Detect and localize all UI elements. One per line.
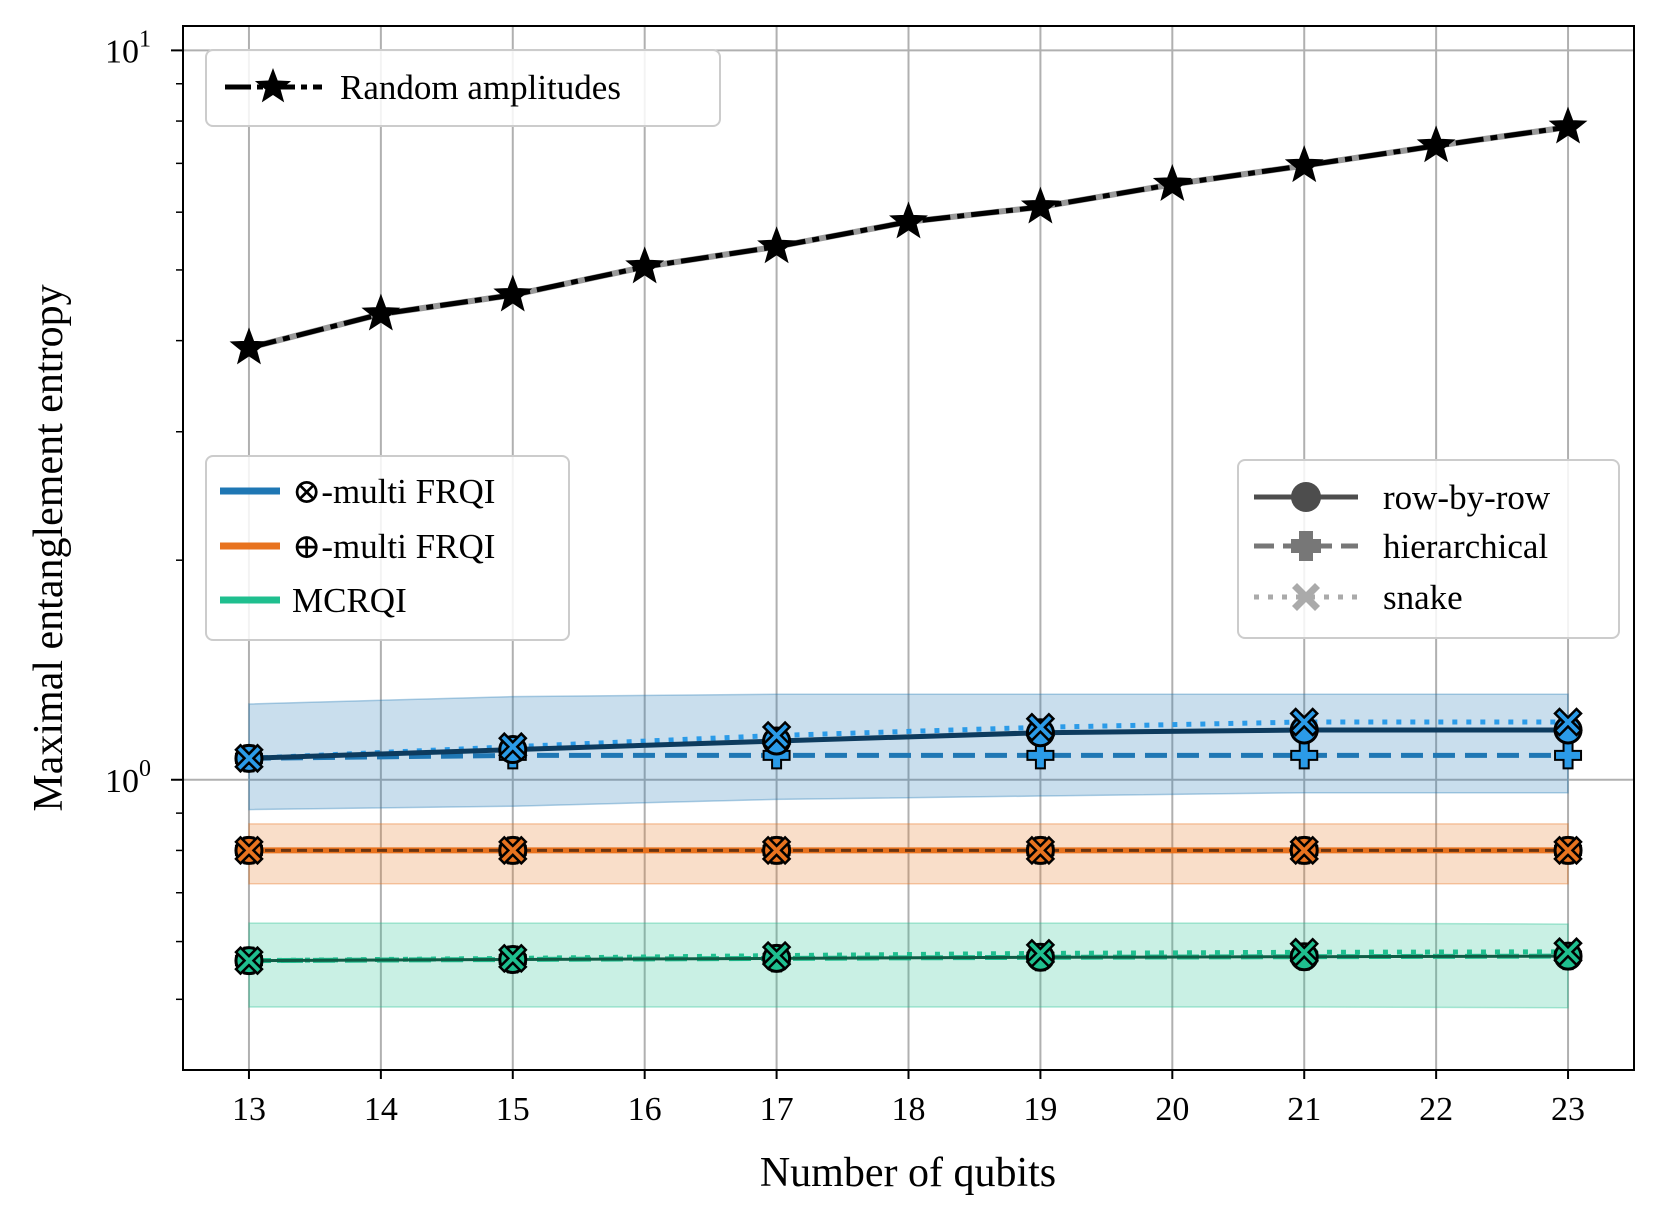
oplus-frqi-x-marker: [761, 835, 792, 866]
x-tick-label-16: 16: [628, 1091, 662, 1128]
mcrqi-x-marker: [498, 943, 528, 974]
oplus-frqi-x-marker: [1289, 835, 1319, 866]
legend-row-by-row-label: row-by-row: [1383, 478, 1551, 517]
random-star-marker: [1284, 145, 1324, 183]
random-star-marker: [229, 327, 269, 365]
confidence-bands: [248, 693, 1569, 1009]
legend-oplus-frqi-label: ⊕-multi FRQI: [292, 527, 495, 566]
otimes-frqi-x-marker: [234, 743, 264, 774]
legend-random-label: Random amplitudes: [340, 68, 621, 107]
legend-orderings: row-by-row hierarchical snake: [1237, 459, 1620, 639]
x-tick-label-15: 15: [496, 1091, 530, 1128]
random-star-marker: [757, 226, 797, 264]
x-tick-label-19: 19: [1023, 1091, 1057, 1128]
series-markers: [229, 106, 1588, 976]
random-star-marker: [1020, 186, 1060, 224]
x-tick-label-22: 22: [1419, 1091, 1453, 1128]
random-star-marker: [1416, 125, 1456, 163]
legend-methods-frame: [205, 455, 570, 641]
legend-otimes-frqi-label: ⊗-multi FRQI: [292, 472, 495, 511]
legend-random: Random amplitudes: [205, 49, 721, 127]
mcrqi-x-marker: [1289, 937, 1319, 968]
otimes-frqi-plus-marker: [1290, 741, 1319, 770]
random-star-marker: [493, 274, 533, 312]
random-line: [248, 124, 1569, 351]
legend-snake-label: snake: [1383, 578, 1463, 617]
legend-row-by-row-circle-icon: [1291, 482, 1321, 512]
otimes-frqi-snake-line: [248, 719, 1568, 761]
random-star-marker: [1548, 106, 1588, 144]
mcrqi-x-marker: [761, 940, 792, 971]
x-tick-label-21: 21: [1287, 1091, 1321, 1128]
legend-hierarchical-plus-icon: [1291, 531, 1321, 561]
x-tick-label-13: 13: [232, 1091, 266, 1128]
x-tick-label-17: 17: [760, 1091, 794, 1128]
y-axis-ticks: 100 101: [105, 26, 183, 1001]
oplus-frqi-x-marker: [498, 835, 528, 866]
legend-methods: ⊗-multi FRQI ⊕-multi FRQI MCRQI: [205, 455, 570, 641]
x-tick-label-14: 14: [364, 1091, 398, 1128]
y-tick-label-1: 101: [105, 26, 151, 70]
legend-random-frame: [205, 49, 721, 127]
legend-snake-x-icon: [1292, 583, 1320, 611]
oplus-frqi-x-marker: [1553, 835, 1583, 866]
mcrqi-x-marker: [234, 945, 264, 976]
x-axis-ticks: 13 14 15 16 17 18 19 20 21 22 23: [232, 1070, 1585, 1128]
oplus-frqi-x-marker: [234, 835, 264, 866]
otimes-frqi-hierarchical-line: [248, 752, 1568, 761]
otimes-frqi-plus-marker: [1026, 741, 1055, 770]
random-star-marker: [625, 246, 665, 284]
mcrqi-snake-line: [248, 949, 1569, 964]
legend-random-star-icon: [254, 68, 292, 103]
mcrqi-row-by-row-line: [248, 954, 1569, 963]
legend-hierarchical-label: hierarchical: [1383, 527, 1548, 566]
oplus_frqi-band: [248, 823, 1569, 885]
otimes-frqi-x-marker: [1289, 707, 1319, 737]
otimes-frqi-plus-marker: [1554, 741, 1583, 770]
legend-orderings-frame: [1237, 459, 1620, 639]
mcrqi-x-marker: [1025, 938, 1056, 969]
y-tick-label-0: 100: [105, 756, 151, 800]
otimes-frqi-row-by-row-line: [248, 727, 1568, 761]
legend-mcrqi-label: MCRQI: [292, 581, 407, 620]
x-tick-label-20: 20: [1155, 1091, 1189, 1128]
x-tick-label-18: 18: [892, 1091, 926, 1128]
mcrqi-x-marker: [1553, 937, 1583, 967]
random-star-marker: [361, 293, 401, 331]
oplus-frqi-x-marker: [1025, 835, 1056, 866]
otimes-frqi-x-marker: [1025, 712, 1056, 743]
otimes-frqi-x-marker: [498, 731, 528, 762]
y-axis-title: Maximal entanglement entropy: [26, 284, 72, 811]
random-star-marker: [889, 201, 928, 239]
mcrqi-band: [248, 922, 1569, 1009]
x-axis-title: Number of qubits: [760, 1150, 1056, 1196]
otimes_frqi-band: [248, 693, 1569, 811]
random-star-marker: [1152, 163, 1192, 201]
x-tick-label-23: 23: [1551, 1091, 1585, 1128]
otimes-frqi-x-marker: [761, 720, 792, 751]
otimes-frqi-x-marker: [1553, 707, 1583, 737]
